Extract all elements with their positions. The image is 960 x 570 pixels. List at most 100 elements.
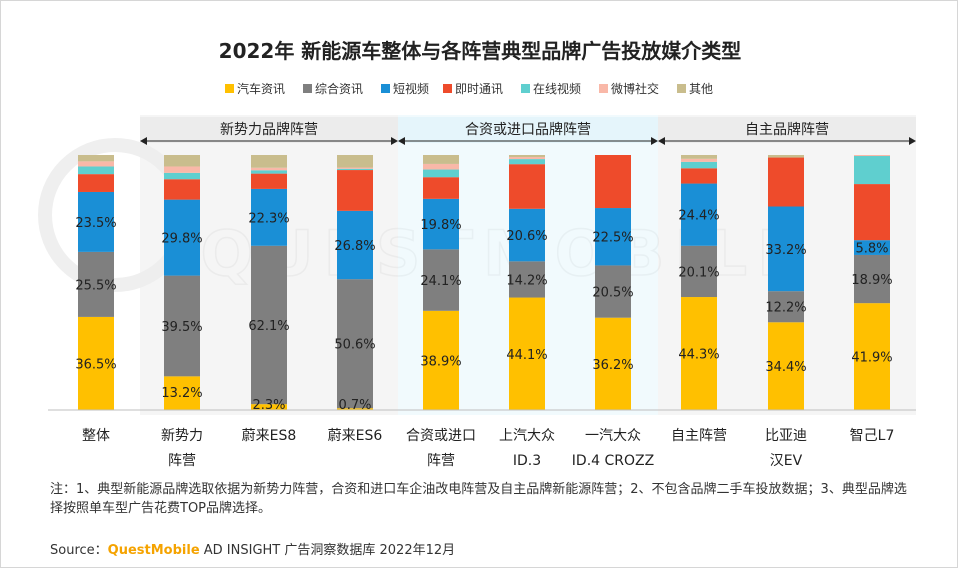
bar-segment [595,155,631,209]
x-tick-label: 阵营 [427,453,455,469]
bar-segment [681,297,717,410]
source-prefix: Source： [50,543,108,558]
data-label: 25.5% [75,278,116,293]
x-tick-label: 整体 [82,428,110,444]
bar-segment [164,172,200,180]
data-label: 33.2% [765,243,806,258]
data-label: 18.9% [851,273,892,288]
bar-segment [337,155,373,168]
bar-segment [251,155,287,168]
data-labels: 36.5% 25.5% 23.5% 13.2% 39.5% 29.8% 2.3% 62.1% 2… [75,209,892,413]
bar-segment [768,322,804,410]
footnote: 注：1、典型新能源品牌选取依据为新势力阵营，合资和进口车企油改电阵营及自主品牌新… [50,482,907,516]
group-label: 自主品牌阵营 [745,121,829,138]
bar-segment [509,261,545,298]
bar-segment [164,155,200,167]
bar-segment [768,291,804,323]
x-tick-label: 智己L7 [850,428,895,444]
bar-segment [251,173,287,189]
bar-segment [251,170,287,174]
legend-label: 即时通讯 [455,82,503,96]
bar-segment [509,297,545,410]
data-label: 14.2% [506,273,547,288]
x-tick-label: 合资或进口 [406,428,476,444]
source-rest: AD INSIGHT 广告洞察数据库 2022年12月 [199,543,456,558]
bar-segment [681,168,717,184]
data-label: 13.2% [161,386,202,401]
bar-segment [768,206,804,292]
data-label: 36.2% [592,358,633,373]
data-label: 24.1% [420,274,461,289]
x-tick-label: 新势力 [161,428,203,444]
bar-segment [681,183,717,246]
source-line: Source：QuestMobile AD INSIGHT 广告洞察数据库 20… [50,539,455,558]
data-label: 39.5% [161,320,202,335]
bar-segment [509,208,545,262]
bar-segment [509,157,545,160]
group-label: 合资或进口品牌阵营 [465,121,591,138]
data-label: 29.8% [161,232,202,247]
bar-segment [595,317,631,410]
legend-label: 汽车资讯 [237,81,285,96]
x-tick-label: ID.3 [513,453,541,469]
bar-segment [78,155,114,162]
group-header [398,117,658,143]
bar-segment [251,404,287,410]
x-tick-label: ID.4 CROZZ [572,453,654,469]
bar-segment [78,251,114,317]
bar-segment [509,155,545,158]
bar-segment [509,164,545,209]
bar-segment [164,275,200,377]
data-label: 34.4% [765,360,806,375]
bar-segment [854,254,890,304]
bar-segment [854,156,890,185]
legend-swatch [225,84,234,93]
bar-segment [164,166,200,173]
x-tick-label: 上汽大众 [499,428,555,444]
data-label: 36.5% [75,357,116,372]
legend-swatch [677,84,686,93]
bar-segment [681,158,717,162]
arrow-right-icon [651,137,658,145]
bar-segment [251,188,287,246]
legend-swatch [303,84,312,93]
bar-segment [509,159,545,165]
data-label: 50.6% [334,338,375,353]
bar-segment [854,184,890,241]
bar-segment [337,408,373,410]
data-label: 44.3% [678,348,719,363]
x-tick-label: 蔚来ES8 [242,428,297,444]
bar-segment [78,316,114,410]
data-label: 5.8% [855,242,888,257]
legend-label: 微博社交 [611,81,659,96]
data-label: 38.9% [420,354,461,369]
bar-segment [854,155,890,157]
bar-segment [423,198,459,250]
data-label: 22.5% [592,231,633,246]
bar-segment [337,168,373,171]
bar-segment [78,166,114,175]
data-label: 20.5% [592,286,633,301]
arrow-right-icon [909,137,916,145]
bar-segment [78,191,114,252]
legend-label: 短视频 [393,81,429,96]
bar-segment [164,376,200,410]
data-label: 41.9% [851,351,892,366]
bar-segment [423,310,459,410]
bar-segment [595,208,631,266]
bars [78,155,890,410]
bar-segment [768,155,804,158]
bar-segment [423,249,459,311]
data-label: 26.8% [334,239,375,254]
x-tick-label: 阵营 [168,453,196,469]
data-label: 23.5% [75,216,116,231]
data-label: 62.1% [248,319,289,334]
arrow-right-icon [391,137,398,145]
bar-segment [681,161,717,169]
data-label: 19.8% [420,218,461,233]
data-label: 24.4% [678,209,719,224]
x-tick-label: 一汽大众 [585,428,641,444]
